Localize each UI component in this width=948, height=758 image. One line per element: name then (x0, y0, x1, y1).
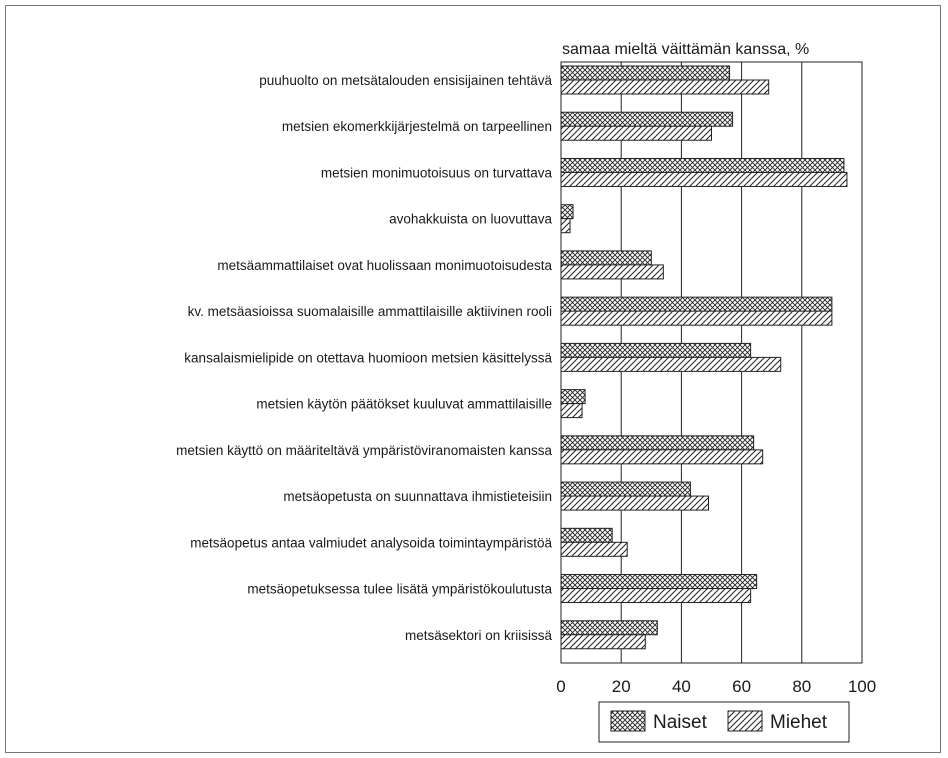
bar-naiset (560, 157, 845, 173)
bar-naiset (560, 250, 652, 266)
bar-naiset (560, 481, 691, 497)
x-tick-label: 40 (672, 677, 691, 696)
category-label: metsäopetuksessa tulee lisätä ympäristök… (247, 582, 552, 597)
bar-naiset (560, 111, 734, 127)
bar-naiset (560, 435, 755, 451)
category-label: metsäopetusta on suunnattava ihmistietei… (283, 489, 552, 504)
category-label: kv. metsäasioissa suomalaisille ammattil… (188, 304, 552, 319)
chart-frame (5, 5, 941, 753)
bar-miehet (560, 218, 571, 234)
category-label: metsäsektori on kriisissä (405, 628, 553, 643)
bar-naiset (560, 296, 833, 312)
bar-miehet (560, 264, 664, 280)
bar-miehet (560, 79, 770, 95)
bar-miehet (560, 310, 833, 326)
bar-miehet (560, 171, 848, 187)
chart-title: samaa mieltä väittämän kanssa, % (562, 41, 809, 58)
category-label: metsäammattilaiset ovat huolissaan monim… (217, 258, 552, 273)
legend-label-miehet: Miehet (770, 712, 828, 733)
x-tick-label: 100 (848, 677, 876, 696)
x-tick-label: 0 (556, 677, 565, 696)
tick-labels: 0 20 40 60 80 100 (556, 677, 876, 696)
legend-swatch-miehet (727, 710, 763, 732)
category-label: avohakkuista on luovuttava (389, 212, 552, 227)
category-label: metsäopetus antaa valmiudet analysoida t… (190, 535, 552, 550)
bar-naiset (560, 620, 658, 636)
category-label: metsien käytön päätökset kuuluvat ammatt… (256, 397, 552, 412)
bars (560, 65, 848, 650)
bar-naiset (560, 204, 574, 220)
legend-swatch-naiset (610, 710, 646, 732)
bar-naiset (560, 342, 752, 358)
legend-label-naiset: Naiset (653, 712, 708, 733)
bar-naiset (560, 574, 758, 590)
bar-miehet (560, 634, 646, 650)
category-label: metsien ekomerkkijärjestelmä on tarpeell… (282, 119, 552, 134)
bar-miehet (560, 403, 583, 419)
x-tick-label: 60 (732, 677, 751, 696)
x-tick-label: 20 (612, 677, 631, 696)
bar-miehet (560, 588, 752, 604)
bar-miehet (560, 356, 782, 372)
bar-naiset (560, 527, 613, 543)
x-tick-label: 80 (792, 677, 811, 696)
bar-miehet (560, 541, 628, 557)
bar-miehet (560, 495, 709, 511)
bar-naiset (560, 65, 731, 81)
category-label: kansalaismielipide on otettava huomioon … (184, 350, 552, 365)
bar-naiset (560, 389, 586, 405)
bar-miehet (560, 449, 764, 465)
category-label: metsien monimuotoisuus on turvattava (321, 165, 553, 180)
category-label: metsien käyttö on määriteltävä ympäristö… (176, 443, 552, 458)
category-label: puuhuolto on metsätalouden ensisijainen … (259, 73, 552, 88)
category-labels: puuhuolto on metsätalouden ensisijainen … (176, 73, 552, 643)
bar-miehet (560, 125, 712, 141)
legend: Naiset Miehet (598, 701, 850, 743)
